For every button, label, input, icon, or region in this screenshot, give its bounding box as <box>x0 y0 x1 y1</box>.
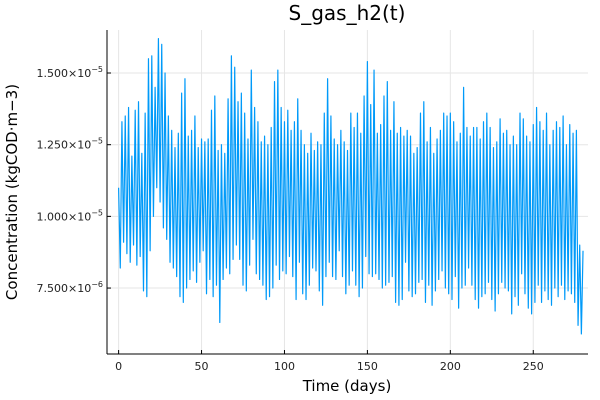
x-tick-label: 100 <box>274 360 295 373</box>
y-tick-label: 1.500×10−5 <box>36 65 103 80</box>
y-tick-label: 7.500×10−6 <box>36 280 103 295</box>
x-tick-label: 50 <box>195 360 209 373</box>
x-tick-label: 0 <box>115 360 122 373</box>
x-axis-label: Time (days) <box>302 377 392 395</box>
y-axis-label: Concentration (kgCOD·m−3) <box>3 84 21 300</box>
y-tick-mantissa: 7.500×10 <box>36 282 91 295</box>
x-ticks: 0 50 100 150 200 250 <box>115 350 544 373</box>
y-tick-mantissa: 1.250×10 <box>36 139 91 152</box>
y-tick-label: 1.250×10−5 <box>36 137 103 152</box>
x-tick-label: 250 <box>523 360 544 373</box>
x-tick-label: 150 <box>357 360 378 373</box>
y-tick-exponent: −5 <box>91 208 103 217</box>
y-tick-mantissa: 1.000×10 <box>36 210 91 223</box>
series-line <box>118 38 584 335</box>
y-tick-exponent: −5 <box>91 65 103 74</box>
y-tick-mantissa: 1.500×10 <box>36 67 91 80</box>
chart-title: S_gas_h2(t) <box>289 1 406 25</box>
y-tick-exponent: −6 <box>91 280 103 289</box>
y-tick-label: 1.000×10−5 <box>36 208 103 223</box>
y-tick-exponent: −5 <box>91 137 103 146</box>
x-tick-label: 200 <box>440 360 461 373</box>
y-ticks: 7.500×10−61.000×10−51.250×10−51.500×10−5 <box>36 65 111 295</box>
